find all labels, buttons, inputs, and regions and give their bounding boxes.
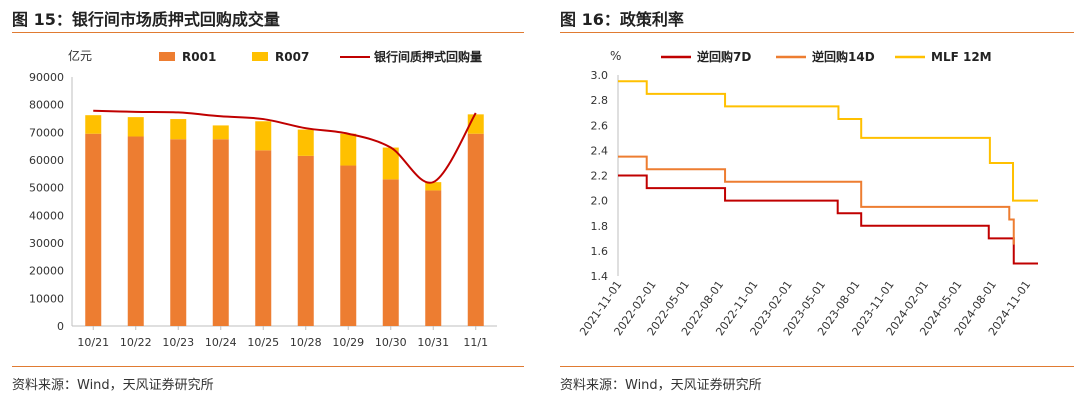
legend: R001 R007 银行间质押式回购量	[159, 49, 482, 64]
x-tick-label: 10/30	[375, 336, 407, 349]
y-tick-label: 70000	[29, 126, 64, 139]
bar-r007	[382, 147, 399, 180]
y-tick-label: 2.4	[591, 144, 609, 157]
title-divider	[560, 32, 1074, 33]
y-tick-label: 2.2	[591, 170, 609, 183]
bar-r007	[170, 119, 187, 140]
legend-label-r001: R001	[182, 50, 216, 64]
x-tick-label: 10/24	[205, 336, 237, 349]
legend-label-2: 逆回购14D	[812, 49, 875, 64]
legend-swatch-r001	[159, 52, 175, 61]
y-tick-label: 1.4	[591, 270, 609, 283]
legend: 逆回购7D 逆回购14D MLF 12M	[661, 49, 992, 64]
source-note: 资料来源：Wind，天风证券研究所	[12, 378, 214, 393]
x-tick-label: 10/25	[247, 336, 279, 349]
unit-label: %	[610, 49, 621, 63]
rate-line-1	[618, 174, 1038, 265]
x-tick-label: 10/28	[290, 336, 322, 349]
y-tick-label: 1.6	[591, 245, 609, 258]
y-tick-label: 60000	[29, 154, 64, 167]
bar-r001	[382, 179, 399, 326]
legend-swatch-r007	[252, 52, 268, 61]
x-tick-label: 10/29	[332, 336, 364, 349]
bar-r007	[127, 117, 144, 137]
policy-rate-chart: %1.41.61.82.02.22.42.62.83.02021-11-0120…	[577, 49, 1038, 338]
bar-r001	[212, 139, 229, 326]
x-tick-label: 11/1	[463, 336, 488, 349]
volume-line	[93, 109, 477, 184]
rate-line-2	[618, 155, 1015, 245]
bar-r001	[340, 165, 357, 326]
y-tick-label: 2.6	[591, 119, 609, 132]
legend-label-1: 逆回购7D	[697, 49, 751, 64]
legend-label-line: 银行间质押式回购量	[374, 49, 482, 64]
y-tick-label: 1.8	[591, 220, 609, 233]
x-tick-label: 10/23	[162, 336, 194, 349]
y-tick-label: 10000	[29, 292, 64, 305]
chart-title: 图 16：政策利率	[560, 10, 684, 29]
left-panel: 图 15：银行间市场质押式回购成交量 亿元 0 10000 20000 30000 400…	[0, 0, 530, 407]
source-divider	[12, 366, 524, 367]
bar-r007	[85, 115, 102, 134]
y-tick-label: 20000	[29, 265, 64, 278]
y-tick-label: 2.0	[591, 195, 609, 208]
legend-label-r007: R007	[275, 50, 309, 64]
unit-label: 亿元	[68, 48, 92, 63]
x-tick-label: 10/31	[417, 336, 449, 349]
bar-r001	[255, 150, 272, 326]
bar-r001	[127, 136, 144, 326]
bar-r007	[425, 182, 442, 191]
y-tick-label: 2.8	[591, 94, 609, 107]
right-panel: 图 16：政策利率 % 1.4 1.6 1.8 2.0 2.2 2.4 2.6 2.8 3.0 20…	[548, 0, 1080, 407]
y-tick-label: 0	[57, 320, 64, 333]
rate-line-3	[618, 80, 1038, 202]
x-tick-label: 10/21	[77, 336, 109, 349]
bar-r001	[467, 133, 484, 326]
bar-r007	[297, 129, 314, 156]
bar-r007	[212, 125, 229, 140]
x-tick-label: 10/22	[120, 336, 152, 349]
volume-chart: 亿元 0 10000 20000 30000 40000 50000 60000 70000 80…	[29, 48, 497, 349]
bar-r001	[170, 139, 187, 326]
y-tick-label: 40000	[29, 209, 64, 222]
bar-r001	[425, 190, 442, 326]
y-tick-label: 3.0	[591, 69, 609, 82]
source-divider	[560, 366, 1074, 367]
bar-r007	[340, 133, 357, 166]
chart-title: 图 15：银行间市场质押式回购成交量	[12, 10, 280, 29]
y-tick-label: 30000	[29, 237, 64, 250]
title-divider	[12, 32, 524, 33]
bar-r007	[255, 121, 272, 151]
bar-r001	[85, 133, 102, 326]
y-tick-label: 50000	[29, 182, 64, 195]
y-tick-label: 90000	[29, 71, 64, 84]
bar-r001	[297, 155, 314, 326]
source-note: 资料来源：Wind，天风证券研究所	[560, 378, 762, 393]
legend-label-3: MLF 12M	[931, 50, 992, 64]
y-tick-label: 80000	[29, 99, 64, 112]
